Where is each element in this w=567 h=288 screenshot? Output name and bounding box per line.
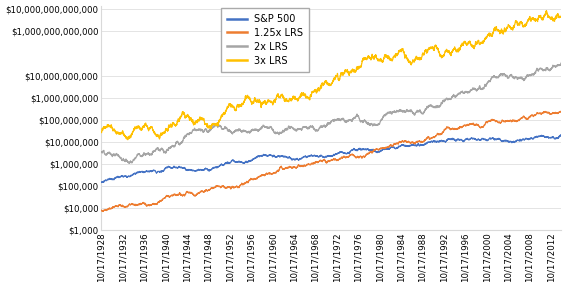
Legend: S&P 500, 1.25x LRS, 2x LRS, 3x LRS: S&P 500, 1.25x LRS, 2x LRS, 3x LRS bbox=[221, 8, 309, 71]
